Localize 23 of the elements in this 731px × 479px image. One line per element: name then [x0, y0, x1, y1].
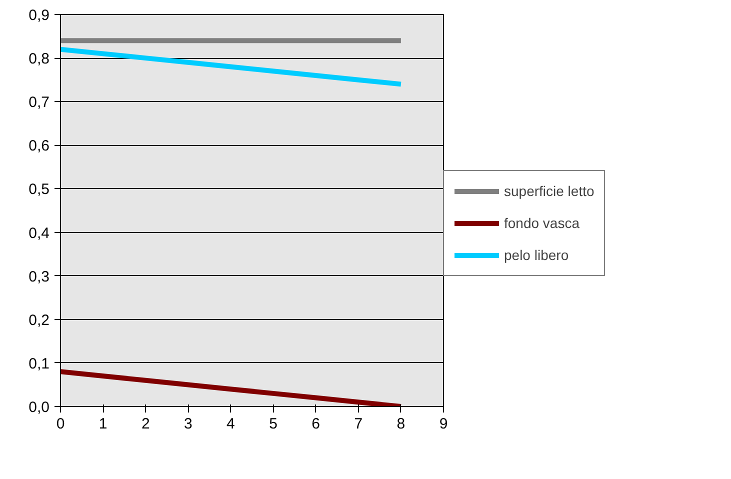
x-tick-label: 2	[141, 416, 150, 432]
x-tick-label: 8	[396, 416, 406, 432]
legend-label: pelo libero	[504, 247, 569, 263]
x-tick-label: 0	[56, 416, 65, 432]
x-tick-label: 1	[98, 416, 108, 432]
x-tick-label: 5	[269, 416, 278, 432]
y-tick-label: 0,6	[28, 138, 50, 155]
y-tick-label: 0,3	[28, 268, 50, 286]
legend-label: fondo vasca	[504, 215, 580, 231]
x-tick-label: 9	[439, 416, 448, 432]
x-tick-label: 6	[312, 416, 320, 432]
y-tick-label: 0,7	[28, 94, 50, 112]
y-tick-label: 0,2	[28, 312, 50, 329]
x-tick-label: 3	[184, 416, 192, 432]
y-tick-label: 0,9	[28, 7, 50, 24]
x-tick-label: 4	[226, 416, 235, 432]
y-tick-label: 0,1	[28, 355, 50, 372]
y-tick-label: 0,5	[28, 181, 50, 198]
y-tick-label: 0,0	[28, 399, 50, 416]
y-tick-label: 0,4	[28, 224, 50, 242]
x-tick-label: 7	[354, 416, 363, 432]
y-tick-label: 0,8	[28, 50, 50, 68]
legend-label: superficie letto	[504, 183, 594, 199]
